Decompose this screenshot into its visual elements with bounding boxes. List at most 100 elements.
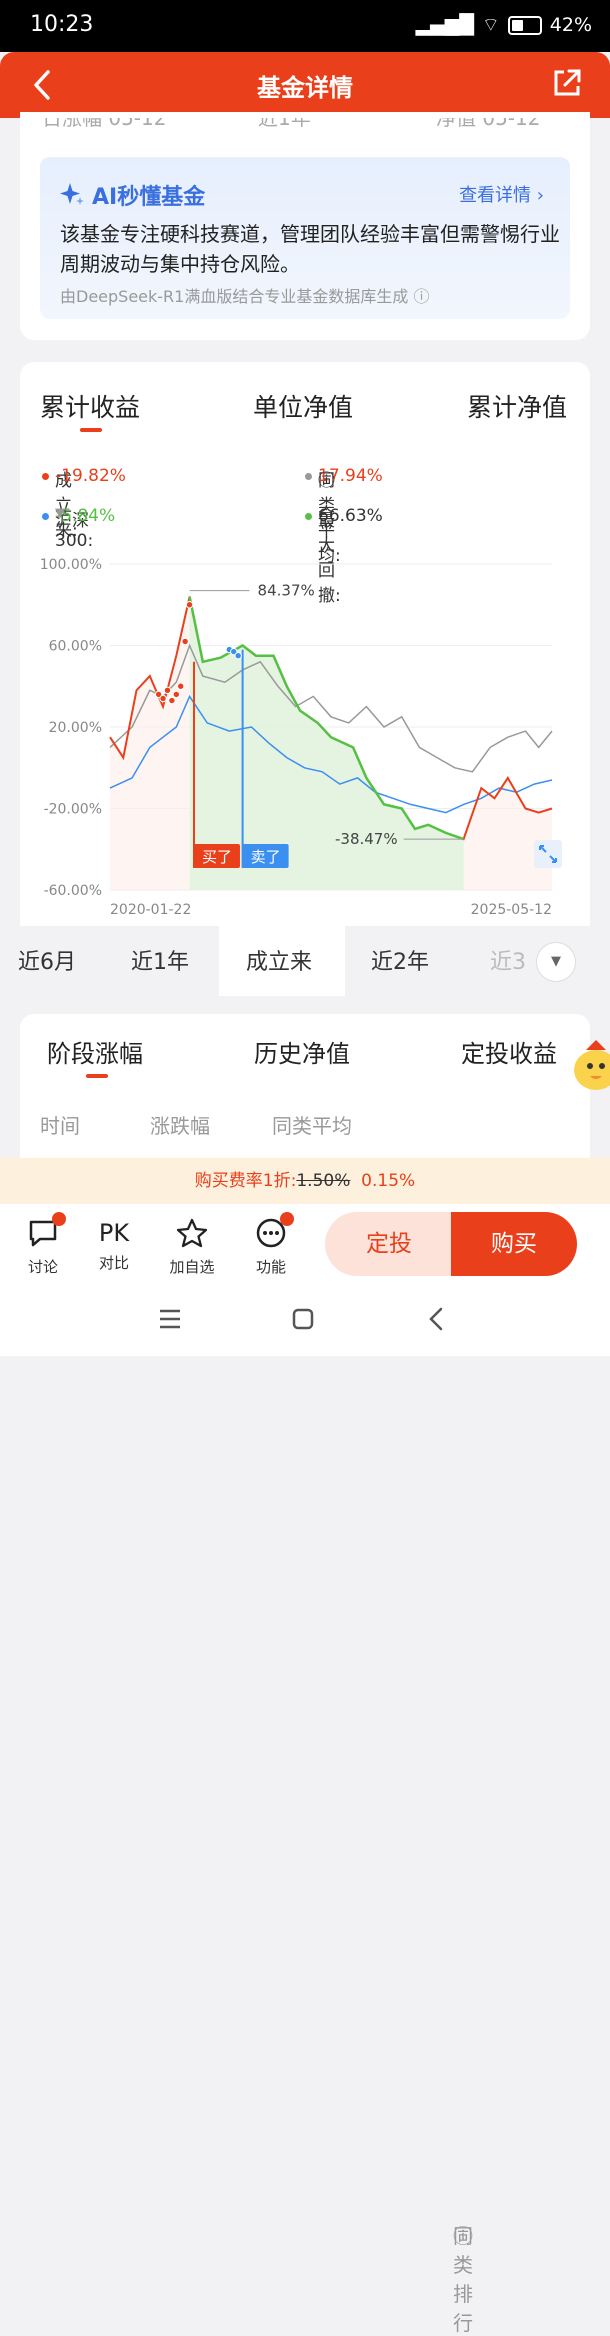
partial-row: 日涨幅 05-12 近1年 净值 05-12 <box>20 118 590 152</box>
y-tick-label: 60.00% <box>49 639 102 655</box>
status-bar: 10:23 ▂▄▆█ ⌔ 42% <box>0 0 610 52</box>
y-tick-label: -60.00% <box>44 883 102 899</box>
share-icon[interactable] <box>552 68 582 98</box>
page-title: 基金详情 <box>257 74 353 102</box>
ai-detail-link[interactable]: 查看详情 › <box>459 181 544 207</box>
buy-button[interactable]: 购买 <box>451 1212 577 1276</box>
range-since[interactable]: 成立来 <box>246 950 313 975</box>
chevron-right-icon: › <box>536 185 544 206</box>
ai-body: 该基金专注硬科技赛道，管理团队经验丰富但需警惕行业周期波动与集中持仓风险。 <box>60 222 560 276</box>
favorite-button[interactable]: 加自选 <box>162 1218 222 1277</box>
discuss-button[interactable]: 讨论 <box>13 1212 73 1277</box>
legend-avg: 同类平均: 17.94% ⓘ <box>305 466 383 566</box>
info-icon[interactable]: ⓘ <box>453 2224 473 2248</box>
buy-dot <box>159 694 167 703</box>
y-tick-label: 20.00% <box>49 720 102 736</box>
sell-label: 卖了 <box>251 848 281 866</box>
legend-label: 沪深300: <box>55 511 94 551</box>
ai-source: 由DeepSeek-R1满血版结合专业基金数据库生成 ⓘ <box>60 283 429 307</box>
info-icon[interactable]: ⓘ <box>413 287 430 306</box>
strip-text: 日涨幅 05-12 <box>42 118 167 130</box>
legend-dot <box>42 512 49 520</box>
range-6m[interactable]: 近6月 <box>18 950 76 975</box>
pk-button[interactable]: PK 对比 <box>84 1218 144 1273</box>
legend-dot <box>42 472 49 480</box>
x-start-label: 2020-01-22 <box>110 902 191 918</box>
wifi-icon: ⌔ <box>481 14 500 36</box>
tab-dingtou-return[interactable]: 定投收益 <box>461 1040 557 1068</box>
tab-indicator <box>80 428 102 432</box>
col-avg: 同类平均 <box>272 1114 352 1138</box>
buy-badge <box>193 844 240 868</box>
y-tick-label: -20.00% <box>44 802 102 818</box>
back-icon[interactable] <box>30 68 54 102</box>
ai-title: AI秒懂基金 <box>92 185 206 210</box>
buy-dot <box>168 696 176 705</box>
legend-drawdown: 最大回撤: 66.63% <box>305 506 383 606</box>
legend-label: 同类平均: <box>318 471 341 566</box>
col-time: 时间 <box>40 1114 80 1138</box>
sell-dot <box>234 651 242 660</box>
ai-source-text: 由DeepSeek-R1满血版结合专业基金数据库生成 <box>60 287 409 306</box>
range-3y[interactable]: 近3 <box>490 950 526 975</box>
legend-since: 成立来: -19.82% <box>42 466 126 541</box>
expand-icon <box>534 840 562 868</box>
function-button[interactable]: 功能 <box>241 1212 301 1277</box>
legend-hs300: 沪深300: -5.84% ▼ <box>42 506 115 551</box>
buy-label: 买了 <box>202 848 232 866</box>
battery-icon <box>507 15 542 35</box>
y-tick-label: 100.00% <box>40 557 102 573</box>
avg-line <box>109 643 553 773</box>
min-annotation: -38.47% <box>335 830 398 848</box>
home-icon[interactable] <box>291 1307 315 1331</box>
tab-cumulative-nav[interactable]: 累计净值 <box>467 393 568 422</box>
nav-back-icon[interactable] <box>426 1306 446 1332</box>
buy-dot <box>163 686 172 695</box>
expand-icon-glyph <box>539 845 557 863</box>
tab-history-nav[interactable]: 历史净值 <box>254 1040 350 1068</box>
legend-value: -19.82% <box>55 466 126 486</box>
legend-dot <box>305 472 312 480</box>
status-icons: ▂▄▆█ ⌔ 42% <box>415 13 592 37</box>
notification-dot <box>280 1212 294 1226</box>
range-expand-icon[interactable]: ▼ <box>536 942 576 982</box>
notification-dot <box>52 1212 66 1226</box>
menu-icon[interactable] <box>158 1308 182 1330</box>
tab-stage-return[interactable]: 阶段涨幅 <box>47 1040 143 1068</box>
legend-value: -5.84% <box>55 506 116 526</box>
fee-label: 购买费率1折: <box>194 1171 297 1191</box>
drawdown-area <box>189 596 464 890</box>
favorite-label: 加自选 <box>169 1258 215 1276</box>
range-bg <box>20 926 219 996</box>
buy-dot <box>154 690 163 699</box>
sparkle-icon <box>60 183 84 205</box>
fee-new: 0.15% <box>361 1171 416 1191</box>
buy-dot <box>185 601 194 609</box>
legend-dot <box>305 512 312 520</box>
more-icon <box>256 1218 286 1248</box>
strip-text: 近1年 <box>258 118 311 130</box>
x-end-label: 2025-05-12 <box>471 902 552 918</box>
system-nav-bar <box>0 1284 610 1356</box>
legend-label: 成立来: <box>55 471 78 541</box>
legend-label: 最大回撤: <box>318 511 341 606</box>
ai-summary: AI秒懂基金 查看详情 › 该基金专注硬科技赛道，管理团队经验丰富但需警惕行业周… <box>40 157 570 319</box>
return-chart[interactable]: 100.00% 60.00% 20.00% -20.00% -60.00% 2020-01… <box>30 550 590 920</box>
sell-badge <box>242 844 289 868</box>
dropdown-icon[interactable]: ▼ <box>55 506 65 521</box>
tab-indicator <box>86 1074 108 1078</box>
battery-level: 42% <box>549 14 592 36</box>
range-2y[interactable]: 近2年 <box>371 950 429 975</box>
info-icon[interactable]: ⓘ <box>318 471 335 491</box>
function-label: 功能 <box>255 1258 286 1276</box>
drawdown-line <box>188 596 465 841</box>
fee-banner: 购买费率1折:1.50% 0.15% <box>0 1158 610 1204</box>
dingtou-button[interactable]: 定投 <box>325 1212 453 1276</box>
tab-unit-nav[interactable]: 单位净值 <box>253 393 354 422</box>
buy-dot <box>181 637 189 646</box>
tab-cumulative[interactable]: 累计收益 <box>40 393 141 422</box>
col-change: 涨跌幅 <box>150 1114 210 1138</box>
mascot-icon[interactable] <box>572 1034 610 1094</box>
range-1y[interactable]: 近1年 <box>131 950 189 975</box>
status-time: 10:23 <box>30 12 94 37</box>
